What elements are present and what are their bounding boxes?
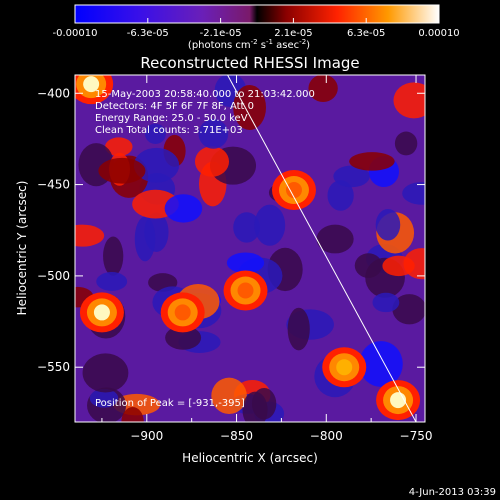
- hot-spot-core: [93, 304, 110, 321]
- texture-blob: [327, 180, 354, 211]
- colorbar-tick-label: -0.00010: [53, 28, 98, 39]
- texture-blob: [211, 377, 247, 414]
- hot-spot-core: [336, 359, 353, 376]
- colorbar-ticks: -0.00010 -6.3e-05 -2.1e-05 2.1e-05 6.3e-05 0.…: [53, 18, 460, 39]
- texture-blob: [164, 194, 203, 223]
- texture-blob: [233, 212, 261, 243]
- texture-blob: [333, 165, 370, 188]
- texture-blob: [316, 224, 354, 254]
- texture-blob: [133, 147, 180, 183]
- colorbar: [74, 4, 440, 24]
- y-tick-label: −500: [37, 269, 70, 283]
- plot-frame: [74, 74, 426, 423]
- texture-blob: [402, 182, 425, 205]
- texture-blob: [103, 236, 124, 276]
- texture-blob: [226, 252, 265, 274]
- texture-blob: [105, 137, 133, 157]
- texture-blob: [82, 353, 129, 393]
- texture-blob: [382, 255, 415, 277]
- colorbar-tick-label: 2.1e-05: [274, 28, 312, 39]
- hot-spot-core: [174, 304, 191, 321]
- y-tick-label: −450: [37, 178, 70, 192]
- image-annotations: 15-May-2003 20:58:40.000 to 21:03:42.000…: [95, 89, 315, 136]
- y-axis-label: Heliocentric Y (arcsec): [15, 181, 29, 316]
- texture-blob: [372, 292, 400, 313]
- hot-spot-core: [285, 182, 302, 199]
- x-axis-ticks: −900 −850 −800 −750: [101, 75, 433, 443]
- texture-blob: [144, 123, 166, 144]
- texture-blob: [98, 157, 146, 184]
- annotation-line: 15-May-2003 20:58:40.000 to 21:03:42.000: [95, 89, 315, 100]
- colorbar-tick-label: 6.3e-05: [347, 28, 385, 39]
- colorbar-tick-label: -6.3e-05: [127, 28, 169, 39]
- texture-blob: [392, 294, 425, 325]
- hot-spot-core: [237, 282, 254, 299]
- texture-blob: [308, 75, 338, 102]
- texture-blob: [75, 224, 105, 247]
- heat-blobs: [75, 75, 425, 422]
- colorbar-tick-label: 0.00010: [418, 28, 459, 39]
- x-tick-label: −850: [220, 429, 253, 443]
- annotation-line: Clean Total counts: 3.71E+03: [95, 125, 243, 136]
- annotation-line: Detectors: 4F 5F 6F 7F 8F, Att 0: [95, 101, 254, 112]
- texture-blob: [394, 131, 418, 156]
- y-axis-ticks: −400 −450 −500 −550: [37, 86, 425, 374]
- x-tick-label: −800: [310, 429, 343, 443]
- texture-blob: [254, 204, 286, 246]
- colorbar-tick-label: -2.1e-05: [200, 28, 242, 39]
- x-axis-label: Heliocentric X (arcsec): [182, 451, 318, 465]
- peak-position-label: Position of Peak = [-931,-395]: [95, 398, 245, 409]
- x-tick-label: −750: [400, 429, 433, 443]
- texture-blob: [359, 341, 403, 387]
- date-stamp: 4-Jun-2013 03:39: [408, 487, 496, 498]
- texture-blob: [393, 82, 425, 119]
- annotation-line: Energy Range: 25.0 - 50.0 keV: [95, 113, 248, 124]
- chart-title: Reconstructed RHESSI Image: [140, 54, 359, 72]
- texture-blob: [233, 84, 267, 131]
- y-tick-label: −400: [37, 86, 70, 100]
- texture-blob: [251, 387, 277, 420]
- colorbar-label: (photons cm-2 s-1 asec-2): [188, 38, 310, 51]
- texture-blob: [165, 325, 202, 350]
- hot-spot-core: [83, 76, 100, 93]
- texture-blob: [194, 146, 230, 177]
- texture-blob: [121, 407, 144, 422]
- texture-blob: [375, 208, 401, 241]
- x-tick-label: −900: [130, 429, 163, 443]
- texture-blob: [96, 272, 128, 291]
- texture-blob: [287, 307, 310, 351]
- texture-blob: [89, 388, 119, 408]
- solar-limb-line: [227, 75, 417, 422]
- texture-blob: [349, 152, 395, 171]
- texture-blob: [134, 216, 156, 262]
- y-tick-label: −550: [37, 360, 70, 374]
- texture-blob: [198, 119, 229, 149]
